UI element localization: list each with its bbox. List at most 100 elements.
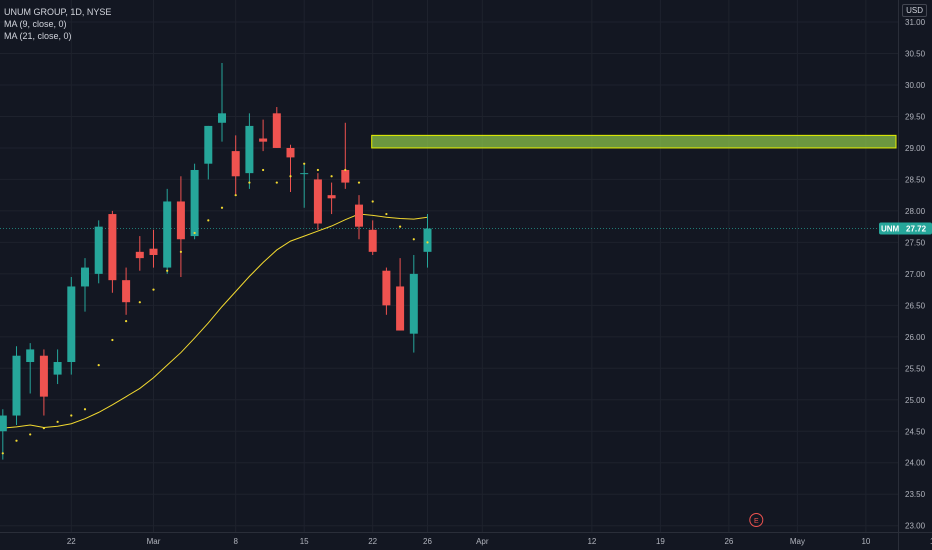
price-tick-label: 26.50 (905, 301, 926, 310)
candle-up (423, 214, 432, 268)
time-tick-label: 26 (423, 537, 432, 546)
candle-body (218, 113, 226, 123)
candle-up (26, 343, 35, 394)
ma9-dot (83, 408, 87, 411)
candle-body (26, 349, 35, 363)
candle-body (396, 286, 405, 331)
candle-body (423, 228, 432, 252)
ma9-dot (125, 319, 128, 323)
candle-body (368, 229, 377, 252)
ma9-dot (56, 420, 59, 423)
ma9-dot (234, 194, 237, 197)
price-tick-label: 23.00 (905, 522, 926, 531)
candle-body (149, 248, 158, 255)
candle-body (245, 125, 254, 174)
indicator-ma21[interactable]: MA (21, close, 0) (4, 31, 72, 41)
ma9-dot (262, 168, 265, 172)
ma9-dot (138, 301, 141, 304)
ma9-dot (179, 250, 182, 253)
candle-body (259, 138, 268, 142)
earnings-label: E (754, 518, 759, 525)
candle-body (272, 113, 281, 148)
currency-badge[interactable]: USD (902, 4, 927, 17)
symbol-title[interactable]: UNUM GROUP, 1D, NYSE (4, 7, 112, 17)
candle-down (286, 144, 295, 193)
ma9-dot (15, 439, 18, 442)
price-tick-label: 27.50 (905, 238, 926, 247)
ma9-dot (97, 364, 100, 367)
candle-body (409, 273, 418, 334)
candle-down (176, 176, 185, 278)
price-tick-label: 31.00 (905, 18, 926, 27)
candles (0, 62, 432, 460)
candle-body (176, 201, 185, 240)
candle-body (0, 415, 7, 432)
ma9-dots (1, 162, 429, 455)
candle-down (149, 229, 158, 268)
earnings-marker (749, 513, 764, 527)
ma9-dot (316, 168, 319, 172)
price-tick-label: 25.50 (905, 364, 926, 373)
ma9-dot (166, 269, 169, 272)
candle-body (341, 169, 350, 183)
candle-up (94, 220, 103, 284)
candle-down (355, 195, 363, 240)
price-tick-label: 30.50 (905, 50, 926, 59)
candle-body (286, 147, 295, 158)
candle-body (53, 362, 62, 375)
price-tick-label: 27.00 (905, 270, 926, 279)
candle-body (81, 267, 89, 287)
time-tick-label: 17 (930, 537, 932, 546)
candle-down (313, 173, 322, 230)
candle-down (231, 135, 240, 196)
ma9-dot (152, 288, 155, 291)
candle-down (259, 119, 268, 152)
chart-legend: UNUM GROUP, 1D, NYSE MA (9, close, 0) MA… (4, 6, 111, 42)
ma9-dot (207, 219, 210, 222)
candle-body (163, 201, 172, 268)
price-tick-label: 29.00 (905, 144, 926, 153)
price-tick-label: 23.50 (905, 490, 926, 499)
ma9-dot (289, 175, 292, 178)
candle-up (81, 258, 89, 312)
candle-down (327, 182, 336, 215)
candle-body (327, 195, 336, 199)
ma9-dot (70, 414, 73, 417)
candle-body (122, 280, 131, 303)
candle-up (53, 349, 62, 385)
price-tick-label: 25.00 (905, 396, 926, 405)
candle-down (396, 258, 405, 331)
candle-body (355, 204, 363, 227)
time-tick-label: Apr (476, 537, 489, 546)
candle-body (39, 355, 48, 397)
ma9-dot (248, 181, 251, 184)
candle-down (122, 267, 131, 315)
time-tick-label: May (790, 537, 805, 546)
indicator-ma9[interactable]: MA (9, close, 0) (4, 19, 67, 29)
candle-body (94, 226, 103, 274)
ma9-dot (412, 238, 415, 241)
ma21-line (2, 213, 428, 429)
price-tick-label: 30.00 (905, 81, 926, 90)
candle-up (12, 346, 21, 425)
ma9-dot (330, 175, 333, 178)
time-tick-label: 26 (724, 537, 733, 546)
ma9-dot (29, 433, 32, 436)
time-tick-label: Mar (147, 537, 161, 546)
price-tag-value: 27.72 (906, 225, 927, 234)
candle-down (341, 122, 350, 189)
candle-up (0, 409, 7, 460)
ma9-dot (426, 241, 429, 244)
time-tick-label: 12 (587, 537, 596, 546)
candle-body (382, 270, 391, 306)
ma9-dot (42, 427, 46, 430)
price-tick-label: 28.00 (905, 207, 926, 216)
ma9-dot (344, 168, 347, 172)
grid-lines (0, 0, 898, 532)
candle-down (108, 210, 117, 293)
candle-body (12, 355, 21, 416)
candle-up (300, 163, 309, 208)
ma9-dot (275, 181, 278, 184)
candle-body (313, 179, 322, 224)
